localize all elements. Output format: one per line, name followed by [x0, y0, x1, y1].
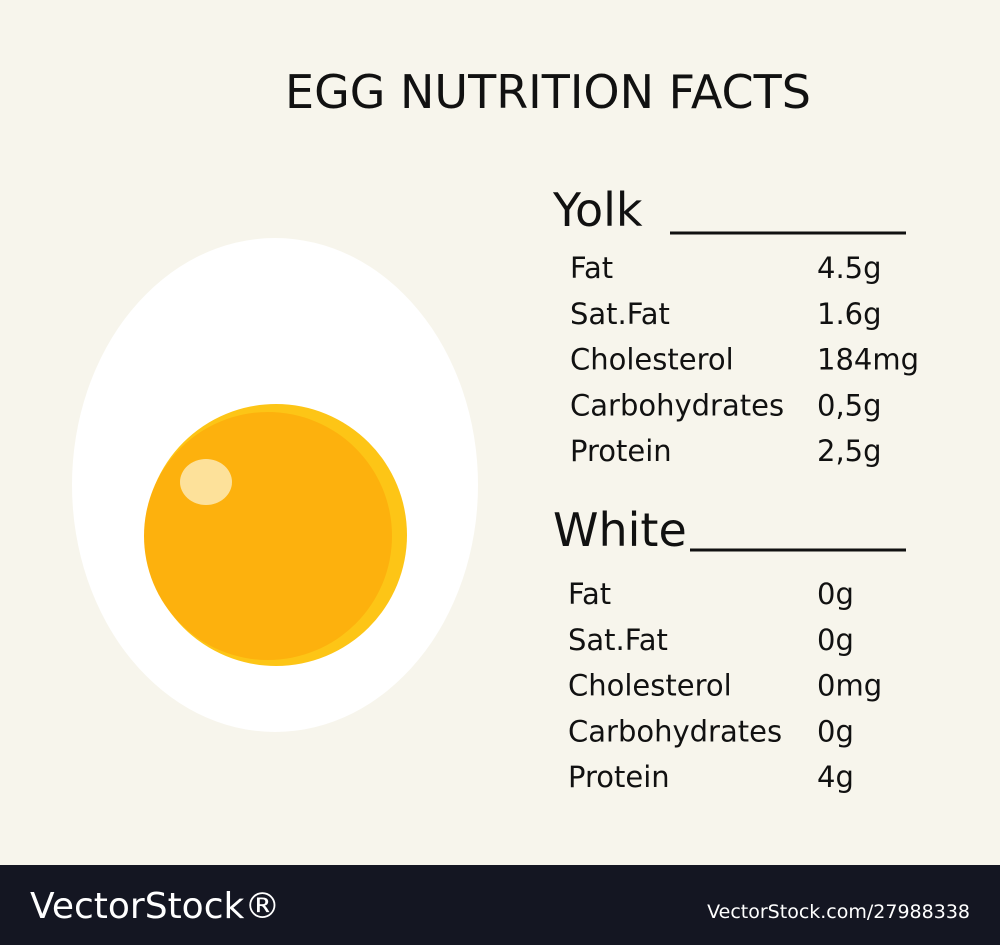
footer-bar — [0, 865, 1000, 945]
title: EGG NUTRITION FACTS — [285, 65, 811, 119]
nutrient-name: Carbohydrates — [568, 714, 782, 748]
nutrient-value: 0g — [817, 577, 854, 611]
nutrient-value: 2,5g — [817, 434, 882, 468]
nutrient-name: Protein — [568, 760, 670, 794]
section-heading: Yolk — [552, 183, 643, 237]
nutrient-name: Fat — [568, 577, 611, 611]
nutrient-name: Carbohydrates — [570, 388, 784, 422]
section-heading: White — [553, 503, 687, 557]
footer-id: VectorStock.com/27988338 — [707, 901, 970, 923]
nutrient-name: Sat.Fat — [568, 623, 668, 657]
nutrient-value: 0mg — [817, 669, 882, 703]
nutrition-table: Yolk Fat 4.5g Sat.Fat 1.6g Cholesterol 184mg Ca… — [552, 183, 919, 794]
nutrient-value: 184mg — [817, 343, 919, 377]
nutrient-value: 0,5g — [817, 388, 882, 422]
egg — [72, 238, 478, 732]
nutrient-name: Sat.Fat — [570, 297, 670, 331]
nutrient-value: 4.5g — [817, 251, 882, 285]
nutrient-name: Fat — [570, 251, 613, 285]
yolk — [144, 412, 392, 660]
nutrient-name: Protein — [570, 434, 672, 468]
footer-brand: VectorStock® — [30, 886, 280, 927]
nutrient-name: Cholesterol — [568, 669, 732, 703]
nutrient-value: 0g — [817, 623, 854, 657]
nutrient-value: 0g — [817, 714, 854, 748]
nutrient-name: Cholesterol — [570, 343, 734, 377]
nutrient-value: 4g — [817, 760, 854, 794]
nutrient-value: 1.6g — [817, 297, 882, 331]
yolk-highlight — [180, 459, 232, 505]
